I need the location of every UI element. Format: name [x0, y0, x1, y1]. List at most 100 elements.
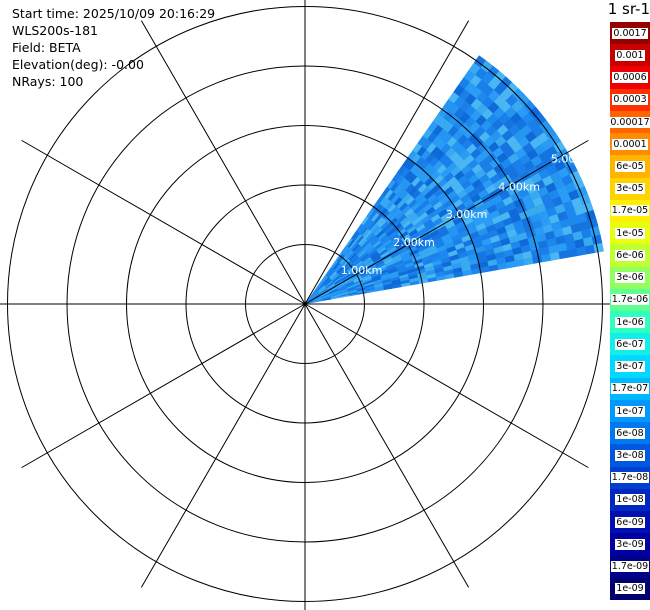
sector-cell	[377, 264, 387, 271]
sector-cell	[467, 226, 478, 235]
sector-cell	[392, 208, 402, 218]
colorbar-tick-label: 1.7e-07	[610, 383, 650, 395]
sector-cell	[489, 157, 501, 169]
sector-cell	[403, 258, 414, 266]
sector-cell	[356, 223, 364, 233]
sector-cell	[476, 203, 487, 213]
sector-cell	[413, 205, 424, 215]
sector-cell	[432, 201, 443, 211]
sector-cell	[527, 206, 538, 217]
sector-cell	[545, 145, 558, 158]
sector-cell	[519, 238, 530, 247]
sector-cell	[494, 200, 506, 210]
sector-cell	[321, 295, 331, 299]
sector-cell	[364, 230, 372, 239]
sector-cell	[323, 278, 331, 286]
sector-cell	[351, 273, 361, 280]
sector-cell	[538, 150, 551, 162]
sector-cell	[330, 292, 340, 297]
sector-cell	[305, 297, 312, 304]
sector-cell	[407, 173, 418, 184]
sector-cell	[310, 289, 316, 297]
sector-cell	[310, 290, 318, 298]
sector-cell	[565, 240, 577, 251]
sector-cell	[481, 108, 494, 120]
sector-cell	[488, 141, 500, 153]
sector-cell	[512, 246, 523, 256]
sector-cell	[498, 231, 509, 241]
colorbar-tick-label: 0.0003	[612, 94, 648, 106]
sector-cell	[517, 232, 528, 241]
sector-cell	[445, 203, 456, 213]
sector-cell	[337, 285, 347, 291]
sector-cell	[537, 210, 549, 220]
sector-cell	[426, 273, 437, 279]
sector-cell	[310, 289, 317, 297]
sector-cell	[432, 217, 443, 227]
sector-cell	[491, 215, 503, 225]
sector-cell	[402, 219, 412, 229]
sector-cell	[475, 222, 486, 232]
sector-cell	[330, 273, 339, 281]
sector-cell	[436, 139, 447, 151]
sector-cell	[389, 273, 400, 279]
sector-cell	[375, 217, 385, 226]
sector-cell	[485, 125, 497, 137]
sector-cell	[567, 248, 578, 258]
sector-cell	[353, 276, 362, 282]
sector-cell	[470, 109, 482, 122]
sector-cell	[556, 242, 568, 252]
sector-cell	[458, 123, 470, 135]
sector-cell	[389, 270, 399, 277]
sector-cell	[484, 248, 495, 257]
sector-cell	[523, 160, 535, 172]
sector-cell	[568, 215, 579, 226]
sector-cell	[459, 256, 469, 263]
sector-cell	[427, 277, 437, 283]
sector-cell	[329, 271, 337, 279]
sector-cell	[348, 267, 357, 274]
sector-cell	[432, 160, 443, 171]
sector-cell	[423, 218, 433, 228]
sector-cell	[565, 207, 577, 219]
sector-cell	[443, 237, 454, 246]
sector-cell	[395, 225, 405, 234]
sector-cell	[515, 118, 528, 131]
sector-cell	[406, 268, 417, 274]
sector-cell	[464, 243, 475, 252]
sector-cell	[454, 107, 466, 119]
sector-cell	[331, 296, 341, 300]
colorbar-cell: 6e-08	[610, 422, 650, 445]
sector-cell	[423, 262, 434, 269]
sector-cell	[406, 242, 416, 251]
azimuth-spoke	[304, 303, 470, 588]
sector-cell	[351, 230, 359, 240]
sector-cell	[361, 272, 370, 279]
azimuth-spokes	[0, 0, 610, 610]
sector-cell	[319, 288, 328, 294]
sector-cell	[363, 218, 372, 227]
field-text: Field: BETA	[12, 40, 81, 55]
sector-cell	[353, 259, 362, 267]
sector-cell	[448, 91, 460, 104]
sector-cell	[449, 254, 460, 262]
sector-cell	[437, 128, 448, 140]
sector-cell	[335, 252, 343, 262]
sector-cell	[465, 105, 477, 117]
sector-cell	[382, 281, 392, 286]
sector-cell	[530, 173, 543, 184]
sector-cell	[476, 91, 489, 104]
sector-cell	[559, 218, 571, 229]
sector-cell	[452, 267, 463, 274]
sector-cell	[515, 147, 527, 159]
sector-cell	[423, 237, 434, 246]
colorbar-tick-label: 1.7e-06	[610, 294, 650, 306]
sector-cell	[341, 258, 349, 266]
sector-cell	[373, 227, 383, 237]
sector-cell	[384, 226, 394, 235]
sector-cell	[523, 257, 534, 266]
sector-cell	[584, 244, 596, 255]
sector-cell	[445, 221, 456, 230]
sector-cell	[451, 233, 462, 242]
sector-cell	[415, 223, 426, 233]
